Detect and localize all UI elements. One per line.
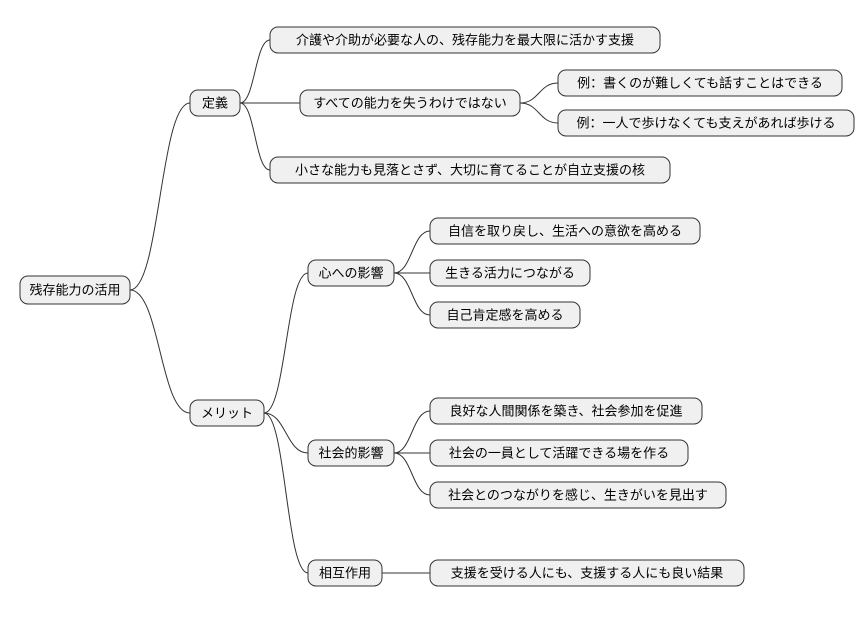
node-inter: 相互作用 [308, 560, 382, 586]
node-def3: 小さな能力も見落とさず、大切に育てることが自立支援の核 [270, 157, 670, 183]
node-label: 社会の一員として活躍できる場を作る [449, 445, 669, 460]
node-heart: 心への影響 [308, 260, 394, 286]
node-label: 社会とのつながりを感じ、生きがいを見出す [448, 487, 708, 502]
edge [130, 290, 190, 413]
node-label: 例：書くのが難しくても話すことはできる [577, 75, 823, 90]
node-label: 小さな能力も見落とさず、大切に育てることが自立支援の核 [295, 162, 645, 177]
node-s1: 良好な人間関係を築き、社会参加を促進 [430, 398, 702, 424]
node-label: すべての能力を失うわけではない [313, 95, 507, 110]
node-def1: 介護や介助が必要な人の、残存能力を最大限に活かす支援 [270, 27, 660, 53]
edge [394, 231, 430, 273]
edge [394, 273, 430, 315]
node-label: 残存能力の活用 [29, 282, 120, 297]
node-label: 自己肯定感を高める [446, 307, 563, 322]
edge [240, 40, 270, 103]
node-def2: すべての能力を失うわけではない [300, 90, 520, 116]
node-i1: 支援を受ける人にも、支援する人にも良い結果 [430, 560, 744, 586]
node-label: 生きる活力につながる [445, 265, 575, 280]
node-label: メリット [201, 405, 253, 420]
node-label: 例：一人で歩けなくても支えがあれば歩ける [577, 115, 836, 130]
node-soc: 社会的影響 [308, 440, 394, 466]
edge [394, 453, 430, 495]
node-label: 支援を受ける人にも、支援する人にも良い結果 [451, 565, 724, 580]
node-label: 良好な人間関係を築き、社会参加を促進 [449, 403, 682, 418]
node-h3: 自己肯定感を高める [430, 302, 580, 328]
edge [520, 103, 558, 123]
node-s2: 社会の一員として活躍できる場を作る [430, 440, 688, 466]
mindmap-diagram: 残存能力の活用 定義メリット 介護や介助が必要な人の、残存能力を最大限に活かす支援す… [0, 0, 866, 640]
edge [240, 103, 270, 170]
node-s3: 社会とのつながりを感じ、生きがいを見出す [430, 482, 726, 508]
node-root: 残存能力の活用 [20, 276, 130, 304]
node-label: 社会的影響 [318, 445, 383, 460]
node-merit: メリット [190, 400, 264, 426]
node-def2a: 例：書くのが難しくても話すことはできる [558, 70, 842, 96]
node-label: 心への影響 [318, 265, 383, 280]
edge [264, 273, 308, 413]
node-def2b: 例：一人で歩けなくても支えがあれば歩ける [558, 110, 854, 136]
node-def: 定義 [190, 90, 240, 116]
node-label: 相互作用 [319, 565, 371, 580]
node-label: 介護や介助が必要な人の、残存能力を最大限に活かす支援 [296, 32, 634, 47]
edge [520, 83, 558, 103]
edge [394, 411, 430, 453]
node-h1: 自信を取り戻し、生活への意欲を高める [430, 218, 700, 244]
edge [264, 413, 308, 573]
node-label: 自信を取り戻し、生活への意欲を高める [448, 223, 682, 238]
edge [130, 103, 190, 290]
node-h2: 生きる活力につながる [430, 260, 590, 286]
node-label: 定義 [202, 95, 228, 110]
